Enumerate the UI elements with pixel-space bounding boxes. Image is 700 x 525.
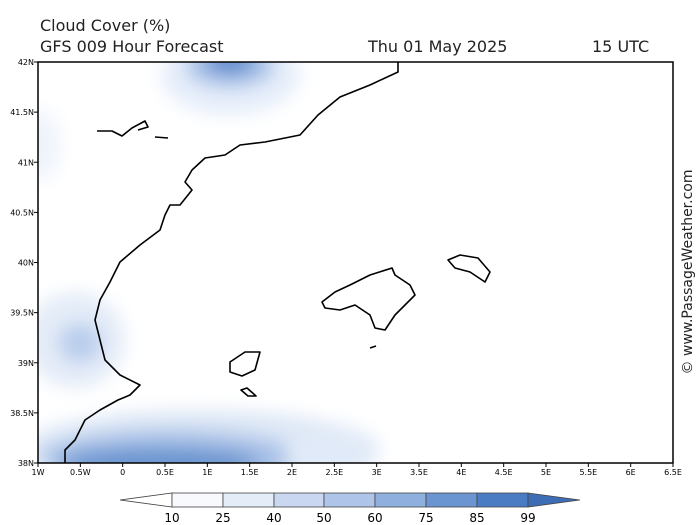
colorbar-label: 40 [266, 511, 281, 525]
date: Thu 01 May 2025 [367, 37, 507, 56]
x-tick-label: 1W [32, 468, 45, 477]
colorbar-label: 99 [520, 511, 535, 525]
x-tick-label: 4E [456, 468, 466, 477]
x-tick-label: 6.5E [664, 468, 682, 477]
x-tick-label: 0 [120, 468, 125, 477]
x-tick-label: 0.5W [70, 468, 91, 477]
y-tick-label: 42N [18, 58, 34, 67]
coastline [64, 62, 491, 463]
colorbar-label: 85 [469, 511, 484, 525]
time: 15 UTC [592, 37, 649, 56]
x-tick-label: 2.5E [325, 468, 343, 477]
colorbar-label: 50 [316, 511, 331, 525]
x-tick-label: 5.5E [579, 468, 597, 477]
x-tick-label: 3.5E [410, 468, 428, 477]
colorbar [119, 492, 581, 508]
colorbar-label: 75 [418, 511, 433, 525]
y-tick-label: 40.5N [10, 208, 34, 217]
y-tick-label: 41.5N [10, 108, 34, 117]
x-tick-label: 1.5E [241, 468, 259, 477]
colorbar-label: 10 [164, 511, 179, 525]
subtitle: GFS 009 Hour Forecast [40, 37, 224, 56]
x-tick-label: 5E [541, 468, 551, 477]
y-tick-label: 39.5N [10, 309, 34, 318]
x-tick-label: 3E [372, 468, 382, 477]
credit: © www.PassageWeather.com [680, 169, 696, 374]
cloud-field [38, 62, 380, 463]
colorbar-label: 25 [215, 511, 230, 525]
title: Cloud Cover (%) [40, 16, 170, 35]
map-frame [37, 61, 674, 464]
x-tick-label: 2E [287, 468, 297, 477]
y-tick-label: 38N [18, 459, 34, 468]
x-tick-label: 6E [626, 468, 636, 477]
x-tick-label: 1E [202, 468, 212, 477]
colorbar-label: 60 [367, 511, 382, 525]
x-tick-label: 4.5E [495, 468, 513, 477]
x-tick-label: 0.5E [156, 468, 174, 477]
y-tick-label: 41N [18, 158, 34, 167]
y-tick-label: 39N [18, 359, 34, 368]
y-tick-label: 38.5N [10, 409, 34, 418]
y-tick-label: 40N [18, 259, 34, 268]
